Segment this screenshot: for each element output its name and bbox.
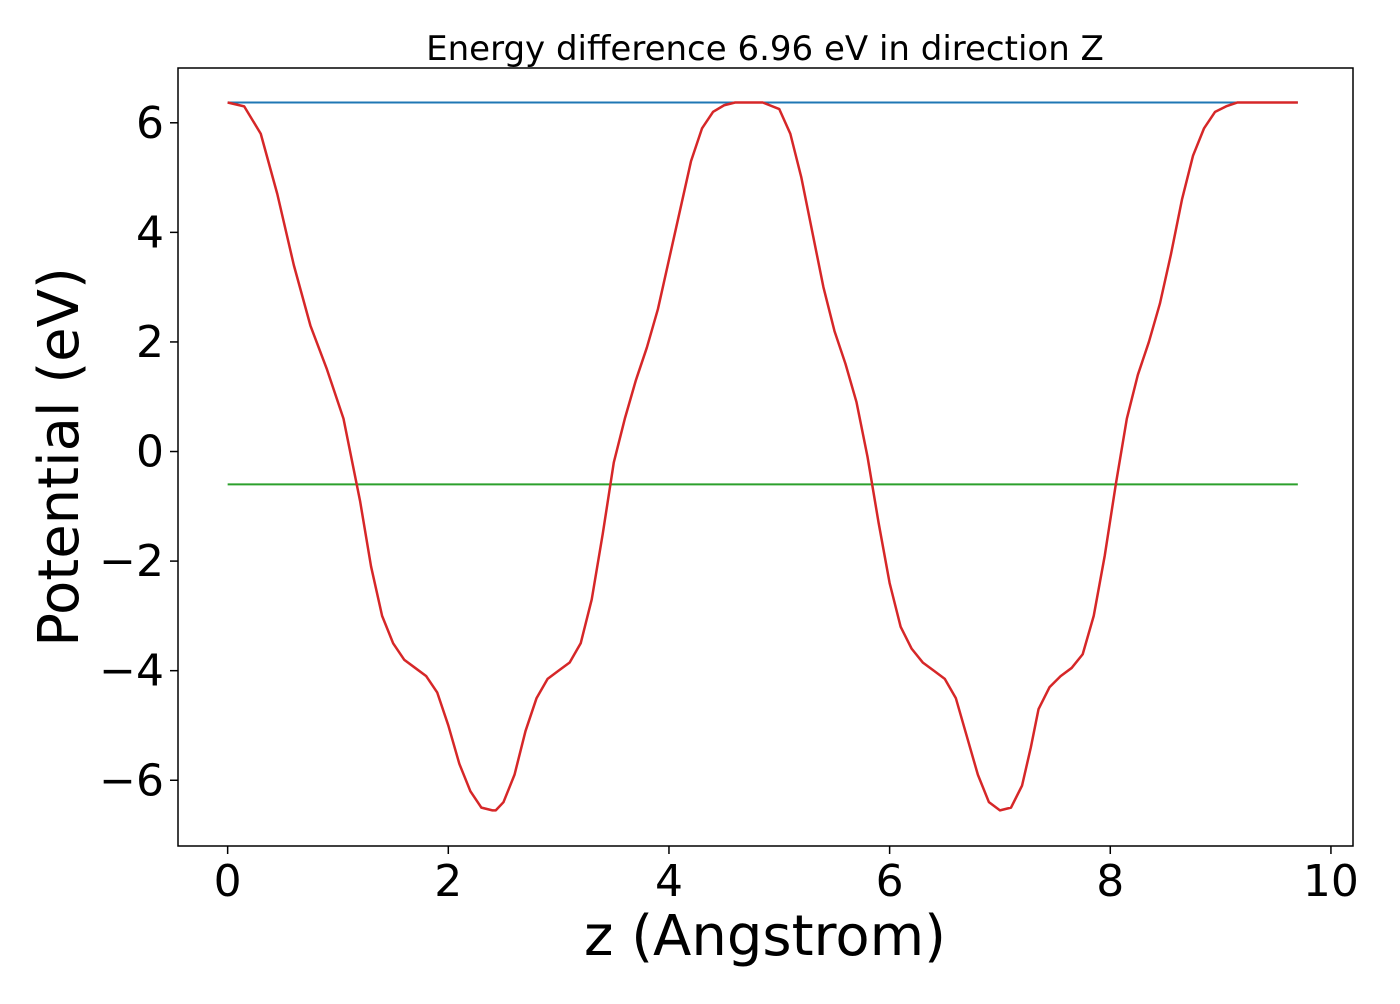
series-layer [227, 101, 1298, 812]
y-tick-label: 0 [136, 427, 164, 478]
x-tick-label: 8 [1096, 856, 1124, 907]
y-tick-label: 6 [136, 98, 164, 149]
x-tick-label: 4 [655, 856, 683, 907]
x-tick-label: 0 [214, 856, 242, 907]
x-tick-label: 10 [1303, 856, 1359, 907]
y-tick-label: −6 [99, 755, 164, 806]
y-axis-ticks: −6 −4 −2 0 2 4 6 [99, 98, 178, 806]
y-tick-label: 4 [136, 207, 164, 258]
y-axis-label: Potential (eV) [27, 267, 92, 647]
x-axis-label: z (Angstrom) [584, 904, 946, 969]
x-axis-ticks: 0 2 4 6 8 10 [214, 846, 1359, 907]
y-tick-label: 2 [136, 317, 164, 368]
x-tick-label: 6 [876, 856, 904, 907]
y-tick-label: −2 [99, 536, 164, 587]
plot-frame [177, 67, 1354, 847]
series-line-2 [227, 101, 1298, 812]
y-tick-label: −4 [99, 646, 164, 697]
x-tick-label: 2 [434, 856, 462, 907]
chart-title: Energy difference 6.96 eV in direction Z [426, 29, 1104, 69]
